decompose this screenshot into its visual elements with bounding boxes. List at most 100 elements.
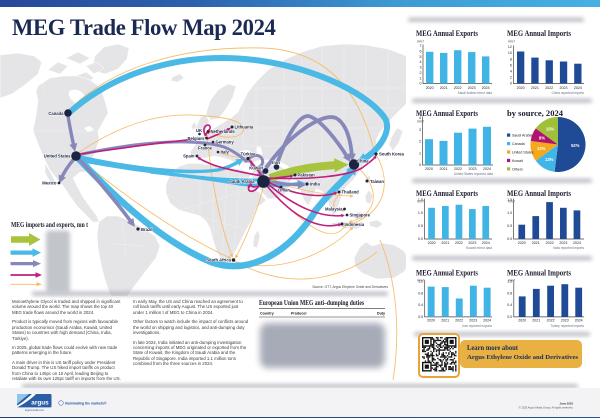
svg-text:2021: 2021 [441,319,449,323]
svg-text:1.5: 1.5 [418,198,423,202]
svg-text:2022: 2022 [455,319,463,323]
svg-text:mn t: mn t [417,120,425,124]
svg-text:1.0: 1.0 [507,211,512,215]
svg-text:8: 8 [510,57,512,61]
svg-text:2020: 2020 [427,319,435,323]
svg-text:Oman: Oman [278,188,290,193]
svg-text:mn t: mn t [508,279,516,283]
svg-text:2: 2 [420,71,422,75]
svg-text:2024: 2024 [575,319,583,323]
svg-text:2023: 2023 [468,86,476,90]
svg-text:mn t: mn t [508,40,516,44]
svg-text:2024: 2024 [483,167,491,171]
svg-text:Italy: Italy [221,150,230,155]
svg-text:by source, 2024: by source, 2024 [507,108,564,118]
svg-text:2023: 2023 [468,241,476,245]
svg-text:0: 0 [510,82,512,86]
svg-text:2022: 2022 [545,86,553,90]
svg-text:7: 7 [420,44,422,48]
svg-text:8%: 8% [539,136,545,141]
svg-text:© 2025 Argus Media Group. All: © 2025 Argus Media Group. All rights res… [519,406,574,410]
svg-text:0.8: 0.8 [507,291,512,295]
svg-text:2021: 2021 [440,86,448,90]
svg-text:MEG Annual Imports: MEG Annual Imports [507,188,572,198]
svg-text:0.4: 0.4 [418,303,423,307]
svg-text:Saudi Arabia: Saudi Arabia [229,179,255,184]
svg-text:2023: 2023 [559,241,567,245]
svg-text:Mexico: Mexico [42,181,57,186]
svg-text:France: France [198,146,212,151]
svg-text:Malaysia: Malaysia [325,207,343,212]
svg-text:2024: 2024 [573,241,581,245]
svg-text:Lithuania: Lithuania [235,125,254,130]
svg-text:0.8: 0.8 [418,291,423,295]
svg-text:Türkiye: Türkiye [241,152,257,157]
svg-text:0.0: 0.0 [418,237,423,241]
svg-text:0: 0 [420,82,422,86]
svg-text:1.5: 1.5 [507,198,512,202]
svg-text:4: 4 [420,60,422,64]
svg-text:1: 1 [419,151,421,155]
svg-text:5: 5 [420,55,422,59]
svg-text:Spain: Spain [183,154,195,159]
svg-text:China: China [357,159,369,164]
svg-text:Brazil: Brazil [141,227,152,232]
svg-text:Netherlands: Netherlands [211,129,236,134]
svg-text:argusmedia.com: argusmedia.com [25,408,44,412]
svg-text:Learn more about: Learn more about [467,344,519,352]
svg-text:MEG Annual Exports: MEG Annual Exports [416,108,478,118]
svg-text:2024: 2024 [482,86,490,90]
svg-text:10: 10 [508,51,512,55]
svg-text:United States: United States [512,150,534,154]
svg-text:2020: 2020 [518,241,526,245]
svg-text:13%: 13% [545,157,554,162]
svg-text:15%: 15% [546,127,555,132]
svg-text:3: 3 [420,66,422,70]
svg-text:Kuwait mirror data: Kuwait mirror data [466,246,492,250]
svg-text:2022: 2022 [547,319,555,323]
svg-text:2020: 2020 [428,241,436,245]
svg-text:2021: 2021 [532,241,540,245]
svg-text:China reported imports: China reported imports [552,91,585,95]
svg-text:illuminating the markets®: illuminating the markets® [65,402,107,406]
svg-text:12%: 12% [537,146,546,151]
svg-text:12: 12 [508,45,512,49]
svg-text:Kuwait: Kuwait [512,159,523,163]
svg-text:0.4: 0.4 [507,303,512,307]
svg-text:Country: Country [260,312,274,316]
svg-text:2024: 2024 [574,86,582,90]
svg-text:Source: GTT, Argus Ethylene Ox: Source: GTT, Argus Ethylene Oxide and De… [312,285,388,289]
svg-text:mn t: mn t [508,200,516,204]
svg-text:Saudi Arabia mirror data: Saudi Arabia mirror data [458,91,493,95]
svg-text:6: 6 [510,63,512,67]
svg-text:2021: 2021 [532,319,540,323]
svg-text:1.2: 1.2 [418,279,423,283]
svg-text:Canada: Canada [48,111,64,116]
svg-text:0.0: 0.0 [507,315,512,319]
svg-text:MEG Annual Exports: MEG Annual Exports [416,188,478,198]
svg-text:United States reported data: United States reported data [454,172,493,176]
svg-text:Iran reported exports: Iran reported exports [462,324,492,328]
svg-text:0.0: 0.0 [418,315,423,319]
svg-text:MEG Annual Exports: MEG Annual Exports [416,268,478,278]
svg-text:Germany: Germany [216,140,235,145]
svg-text:South Korea: South Korea [379,152,405,157]
svg-text:0.5: 0.5 [507,224,512,228]
svg-text:MEG imports and exports, mn t: MEG imports and exports, mn t [11,221,89,229]
svg-text:2: 2 [510,76,512,80]
svg-text:Producer: Producer [291,312,307,316]
svg-text:European Union MEG anti–dumpin: European Union MEG anti–dumping duties [259,298,364,307]
svg-text:2024: 2024 [482,241,490,245]
svg-text:Argus Ethylene Oxide and Deriv: Argus Ethylene Oxide and Derivatives [467,354,578,361]
svg-text:1.0: 1.0 [418,211,423,215]
svg-text:Saudi Arabia: Saudi Arabia [512,134,532,138]
svg-text:Canada: Canada [512,142,525,146]
svg-text:2022: 2022 [546,241,554,245]
svg-text:Turkey reported imports: Turkey reported imports [550,324,584,328]
svg-text:0.5: 0.5 [418,224,423,228]
svg-text:Duty: Duty [377,312,385,316]
svg-text:mn t: mn t [417,40,425,44]
svg-text:2020: 2020 [426,86,434,90]
svg-text:South Africa: South Africa [206,258,231,263]
svg-text:mn t: mn t [417,279,425,283]
